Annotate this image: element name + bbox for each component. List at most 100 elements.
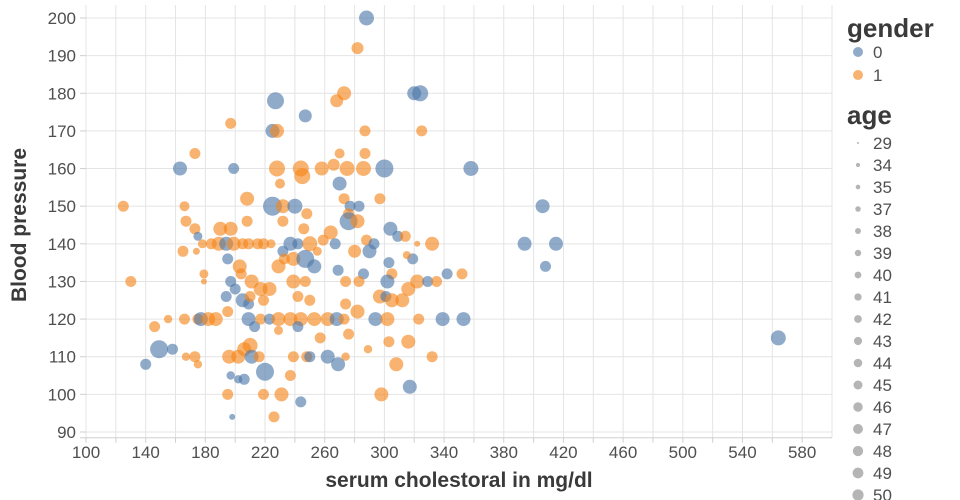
legend-age-dot-48 <box>852 445 864 457</box>
legend-age-label: 45 <box>873 376 892 395</box>
data-point-gender-1 <box>179 313 190 325</box>
data-point-gender-0 <box>140 358 152 370</box>
x-tick-label: 420 <box>549 443 577 462</box>
data-point-gender-1 <box>359 148 371 159</box>
data-point-gender-1 <box>189 351 201 363</box>
data-point-gender-1 <box>298 223 310 235</box>
data-point-gender-1 <box>181 352 191 361</box>
data-point-gender-0 <box>238 373 250 385</box>
data-point-gender-1 <box>241 215 253 227</box>
data-point-gender-0 <box>229 413 236 420</box>
x-tick-label: 340 <box>430 443 458 462</box>
data-point-gender-1 <box>258 294 269 306</box>
legend-age-dot-39 <box>854 249 862 257</box>
legend-age-entries: 29 34 35 37 38 39 40 41 42 43 44 45 46 47 48 49 50 <box>852 134 892 500</box>
legend-age-dot-44 <box>853 358 863 368</box>
data-point-gender-0 <box>329 238 341 250</box>
data-point-gender-1 <box>327 158 340 171</box>
legend-age-label: 40 <box>873 266 892 285</box>
legend-age-dot-42 <box>854 315 862 323</box>
data-point-gender-0 <box>267 92 284 110</box>
data-point-gender-1 <box>299 276 311 287</box>
data-point-gender-1 <box>338 193 350 205</box>
legend-age-label: 38 <box>873 222 892 241</box>
x-tick-label: 140 <box>131 443 159 462</box>
data-point-gender-1 <box>287 351 299 363</box>
legend-gender-dot-0 <box>853 47 863 57</box>
legend-age-dot-41 <box>854 293 862 301</box>
data-point-gender-1 <box>149 321 161 333</box>
data-point-gender-1 <box>283 312 298 327</box>
data-point-gender-1 <box>193 360 203 369</box>
data-point-gender-1 <box>179 201 190 212</box>
data-point-gender-1 <box>426 351 438 363</box>
data-point-gender-0 <box>368 312 383 327</box>
data-point-gender-0 <box>256 362 274 381</box>
data-point-gender-0 <box>540 260 551 272</box>
data-point-gender-1 <box>348 244 362 258</box>
legend-gender-label: 0 <box>873 43 882 62</box>
data-point-gender-0 <box>359 10 374 26</box>
data-point-gender-0 <box>220 291 232 302</box>
data-point-gender-1 <box>258 238 269 250</box>
x-tick-label: 380 <box>490 443 518 462</box>
data-point-gender-0 <box>535 199 550 214</box>
data-point-gender-0 <box>402 379 417 394</box>
data-point-gender-0 <box>287 198 303 214</box>
data-point-gender-1 <box>222 388 234 400</box>
data-point-gender-0 <box>463 161 479 176</box>
data-point-gender-1 <box>401 334 416 349</box>
data-point-gender-0 <box>263 196 282 216</box>
x-tick-label: 460 <box>609 443 637 462</box>
y-tick-label: 130 <box>48 272 76 291</box>
x-tick-label: 180 <box>191 443 219 462</box>
data-point-gender-1 <box>351 42 364 55</box>
legend-age-label: 46 <box>873 398 892 417</box>
data-point-gender-0 <box>193 231 203 241</box>
legend-age-label: 42 <box>873 310 892 329</box>
data-point-gender-1 <box>356 161 371 176</box>
legend-gender-dot-1 <box>853 70 863 80</box>
y-tick-label: 90 <box>57 423 76 442</box>
legend-gender-entries: 01 <box>853 43 882 85</box>
data-point-gender-1 <box>258 388 269 400</box>
data-point-gender-1 <box>189 148 201 159</box>
data-point-gender-1 <box>301 208 313 220</box>
data-point-gender-1 <box>163 314 173 324</box>
data-point-gender-1 <box>270 123 284 138</box>
data-point-gender-1 <box>341 352 350 361</box>
data-point-gender-1 <box>253 351 265 363</box>
data-point-gender-1 <box>213 221 228 236</box>
legend-age-label: 43 <box>873 332 892 351</box>
data-point-gender-1 <box>117 200 129 212</box>
x-tick-label: 220 <box>251 443 279 462</box>
data-point-gender-1 <box>343 328 355 340</box>
data-point-gender-0 <box>332 264 344 276</box>
data-point-gender-1 <box>271 312 286 327</box>
data-point-gender-1 <box>177 245 189 257</box>
data-point-gender-1 <box>353 276 365 287</box>
data-point-gender-1 <box>125 276 137 287</box>
data-point-gender-1 <box>337 86 352 101</box>
data-point-gender-1 <box>242 337 258 353</box>
legend-age-label: 34 <box>873 156 892 175</box>
data-point-gender-1 <box>312 246 322 256</box>
data-point-gender-1 <box>226 236 241 251</box>
legend-age-label: 29 <box>873 134 892 153</box>
data-point-gender-1 <box>223 221 238 236</box>
data-point-gender-1 <box>284 370 296 381</box>
data-point-gender-0 <box>332 176 347 191</box>
y-axis-title: Blood pressure <box>8 148 31 302</box>
data-point-gender-1 <box>350 214 365 229</box>
data-point-gender-1 <box>262 282 277 296</box>
data-point-gender-0 <box>222 253 234 265</box>
data-point-gender-0 <box>517 236 532 251</box>
legend-age-label: 41 <box>873 288 892 307</box>
y-tick-label: 110 <box>49 348 76 367</box>
data-point-gender-1 <box>307 312 322 327</box>
legend-age-dot-43 <box>853 336 863 346</box>
data-point-gender-1 <box>180 215 192 227</box>
legend-age-dot-49 <box>852 467 864 479</box>
legend-age-label: 49 <box>873 464 892 483</box>
